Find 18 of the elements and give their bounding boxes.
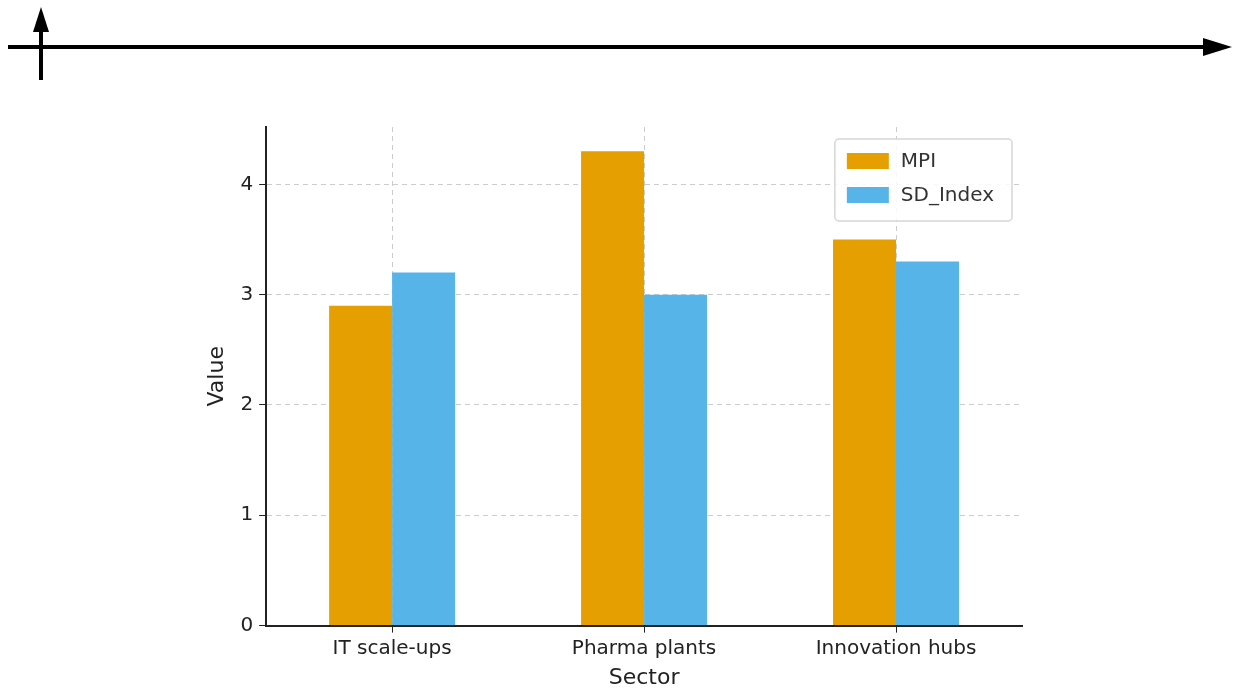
bar [833,239,897,626]
x-tick-label: Pharma plants [571,634,717,659]
bar [329,305,393,626]
bar [581,151,645,626]
y-axis-title: Value [202,346,228,407]
legend-label: SD_Index [900,182,995,207]
y-tick-label: 0 [240,611,254,636]
bar [896,261,960,626]
x-tick-label: Innovation hubs [815,634,977,659]
bar [644,294,708,626]
y-tick-label: 3 [240,280,254,305]
x-axis-title: Sector [608,663,681,689]
y-tick-label: 1 [240,501,254,526]
y-tick-label: 2 [240,391,254,416]
legend-label: MPI [900,148,937,173]
bar [392,272,456,626]
y-tick-label: 4 [240,170,254,195]
x-tick-label: IT scale-ups [332,634,452,659]
